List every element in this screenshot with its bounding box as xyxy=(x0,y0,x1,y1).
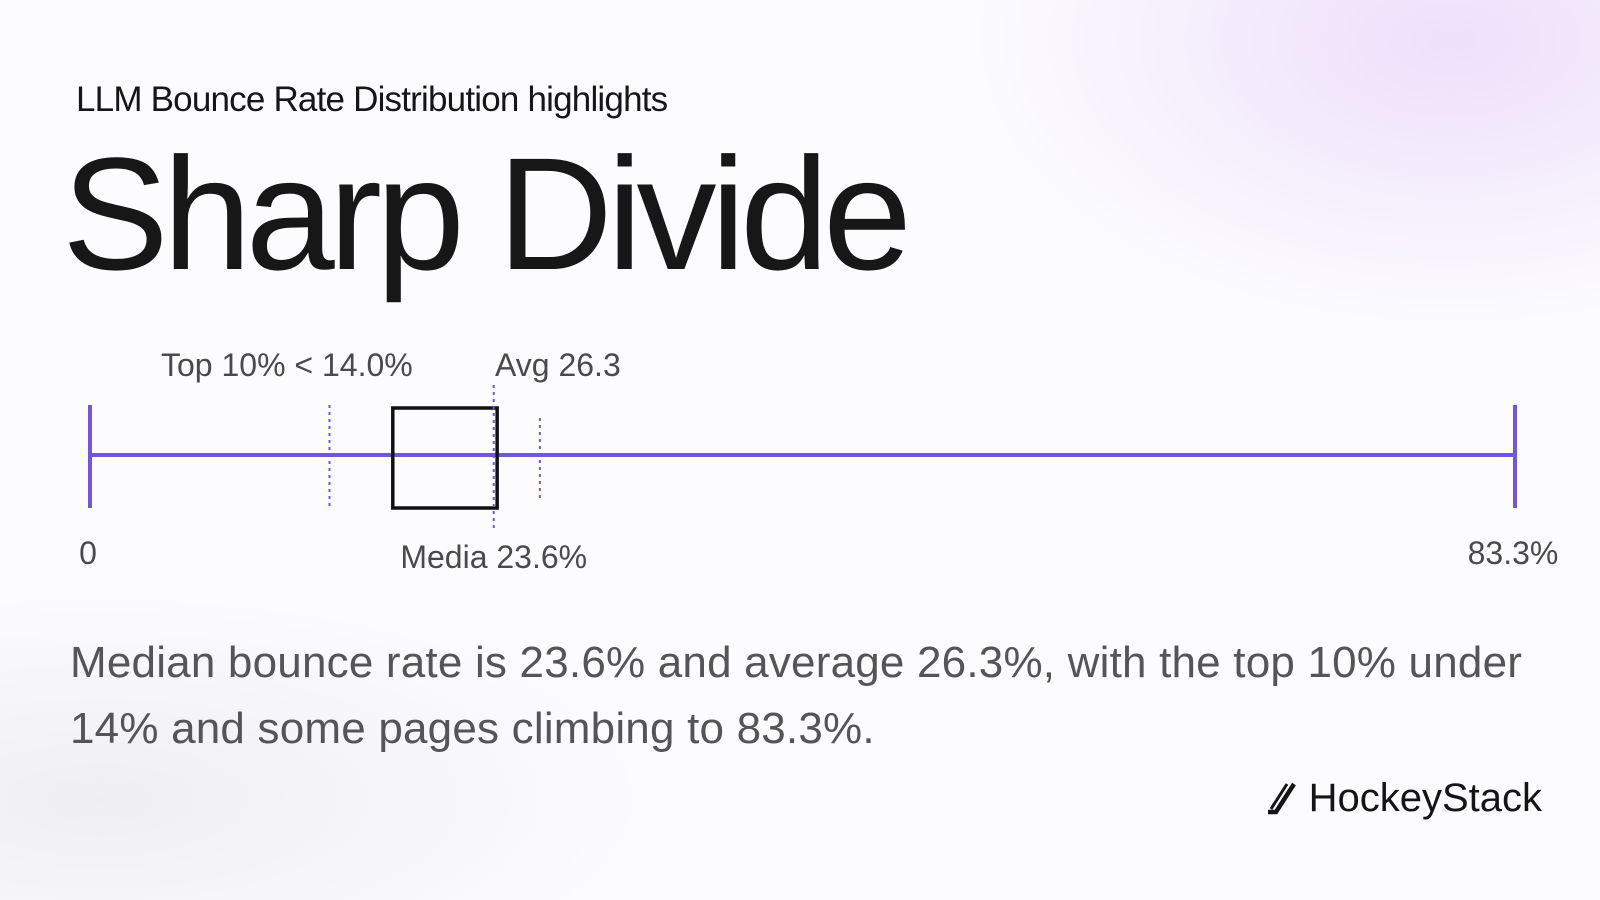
chart-description: Median bounce rate is 23.6% and average … xyxy=(70,638,1523,753)
chart-subtitle: LLM Bounce Rate Distribution highlights xyxy=(76,80,668,119)
max-label: 83.3% xyxy=(1468,535,1559,571)
page-title: Sharp Divide xyxy=(62,124,912,303)
iqr-box xyxy=(391,406,499,510)
brand-logo: HockeyStack xyxy=(1263,776,1542,821)
hockey-stick-icon xyxy=(1267,782,1296,814)
min-label: 0 xyxy=(79,535,97,571)
avg-label: Avg 26.3 xyxy=(495,347,621,383)
median-label: Media 23.6% xyxy=(400,539,587,575)
box-plot-chart: Top 10% < 14.0% Avg 26.3 Media 23.6% 0 83.3% xyxy=(79,347,1559,575)
brand-name: HockeyStack xyxy=(1308,776,1542,820)
top10-label: Top 10% < 14.0% xyxy=(161,347,413,383)
